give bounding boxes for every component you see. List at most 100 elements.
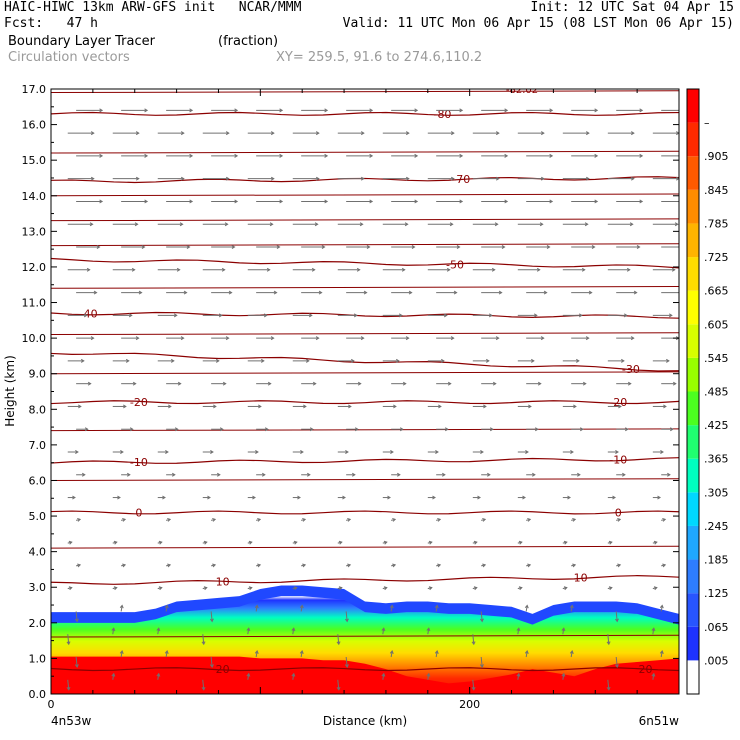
vector-arrow <box>157 628 160 635</box>
vector-arrow <box>120 605 123 612</box>
vector-arrowhead <box>389 650 394 654</box>
vector-arrow <box>652 673 655 680</box>
vector-arrowhead <box>90 176 95 181</box>
vector-arrowhead <box>171 472 176 477</box>
contour-line <box>51 257 679 269</box>
vector-arrowhead <box>669 427 674 432</box>
x-axis-label: Distance (km) <box>323 714 407 728</box>
vector-arrowhead <box>383 586 388 591</box>
vector-arrowhead <box>74 664 79 668</box>
vector-arrowhead <box>74 618 79 623</box>
vector-arrow <box>517 628 520 635</box>
y-tick-label: 9.0 <box>29 368 47 381</box>
vector-arrowhead <box>264 427 269 432</box>
vector-arrow <box>112 628 115 635</box>
vector-arrowhead <box>222 381 227 386</box>
vector-arrowhead <box>456 245 461 249</box>
vector-arrowhead <box>405 336 410 341</box>
vector-arrowhead <box>534 427 539 432</box>
contour-label: 0 <box>615 507 622 520</box>
vector-arrowhead <box>189 199 194 204</box>
vector-arrowhead <box>314 222 319 227</box>
vector-arrowhead <box>210 450 214 454</box>
x-axis-right-end-label: 6n51w <box>639 714 680 728</box>
vector-arrowhead <box>525 450 529 454</box>
vector-arrow <box>157 673 160 680</box>
colorbar-label: .905 <box>704 150 729 163</box>
vector-arrowhead <box>113 586 118 591</box>
vector-arrowhead <box>578 313 583 318</box>
vector-arrowhead <box>209 618 214 623</box>
vector-arrowhead <box>414 199 419 204</box>
vector-arrowhead <box>68 540 73 545</box>
vector-arrowhead <box>471 641 476 646</box>
vector-arrowhead <box>663 404 667 409</box>
vector-arrowhead <box>443 313 448 318</box>
vector-arrowhead <box>369 108 374 113</box>
vector-arrow <box>112 673 115 680</box>
contour-line-minor <box>51 634 679 638</box>
vector-arrowhead <box>218 313 223 318</box>
vector-arrowhead <box>572 563 577 568</box>
vector-arrowhead <box>633 290 638 295</box>
colorbar-frame <box>686 88 700 695</box>
vector-arrow <box>247 628 250 635</box>
contour-line <box>51 352 679 372</box>
contour-label: 0 <box>135 507 142 520</box>
vector-arrowhead <box>390 450 394 454</box>
colorbar-label: .785 <box>704 217 729 230</box>
vector-arrowhead <box>392 517 397 522</box>
vector-arrowhead <box>495 176 500 181</box>
vector-arrowhead <box>123 404 127 409</box>
vector-arrowhead <box>99 199 104 204</box>
vector-arrowhead <box>487 472 491 477</box>
contour-label: 20 <box>216 663 230 676</box>
vector-arrowhead <box>144 199 149 204</box>
vector-arrow <box>75 656 78 668</box>
y-tick-label: 4.0 <box>29 546 47 559</box>
vector-arrow <box>562 673 565 680</box>
vector-arrowhead <box>260 358 265 363</box>
vector-arrowhead <box>258 404 262 409</box>
vector-arrowhead <box>473 586 478 591</box>
vector-arrowhead <box>207 495 211 500</box>
vector-arrowhead <box>405 131 410 136</box>
vector-arrowhead <box>203 586 208 591</box>
contour-line-minor <box>51 243 679 247</box>
vector-arrowhead <box>308 313 313 318</box>
vector-arrowhead <box>189 153 194 158</box>
vector-arrowhead <box>164 650 169 654</box>
x-axis: 0 20 0 <box>48 89 680 711</box>
vector-arrowhead <box>120 450 124 454</box>
vector-arrowhead <box>622 472 626 477</box>
colorbar-label: .545 <box>704 352 729 365</box>
vector-arrow <box>337 634 340 645</box>
vector-arrowhead <box>440 358 445 363</box>
x-tick-label: 0 <box>48 698 55 711</box>
vector-arrowhead <box>615 618 619 623</box>
vector-arrowhead <box>450 176 455 181</box>
vector-arrowhead <box>119 650 124 654</box>
vector-arrowhead <box>488 313 493 318</box>
vector-arrowhead <box>442 472 446 477</box>
vector-arrowhead <box>315 176 320 181</box>
vector-arrowhead <box>405 176 410 181</box>
vector-arrowhead <box>540 336 545 341</box>
vector-arrowhead <box>276 245 281 249</box>
vector-arrowhead <box>363 290 368 295</box>
vector-arrowhead <box>279 199 284 204</box>
vector-arrowhead <box>434 604 439 609</box>
vector-arrowhead <box>432 495 436 500</box>
vector-arrowhead <box>546 245 551 249</box>
vector-arrowhead <box>399 427 404 432</box>
vector-arrow <box>435 650 438 658</box>
y-tick-label: 10.0 <box>22 332 47 345</box>
contour-label: -70 <box>452 173 470 186</box>
vector-arrowhead <box>459 153 464 158</box>
vector-arrowhead <box>381 627 386 632</box>
vector-arrowhead <box>293 586 298 591</box>
colorbar-swatch <box>687 425 699 459</box>
vector-arrowhead <box>531 358 535 363</box>
vector-arrowhead <box>99 108 104 113</box>
